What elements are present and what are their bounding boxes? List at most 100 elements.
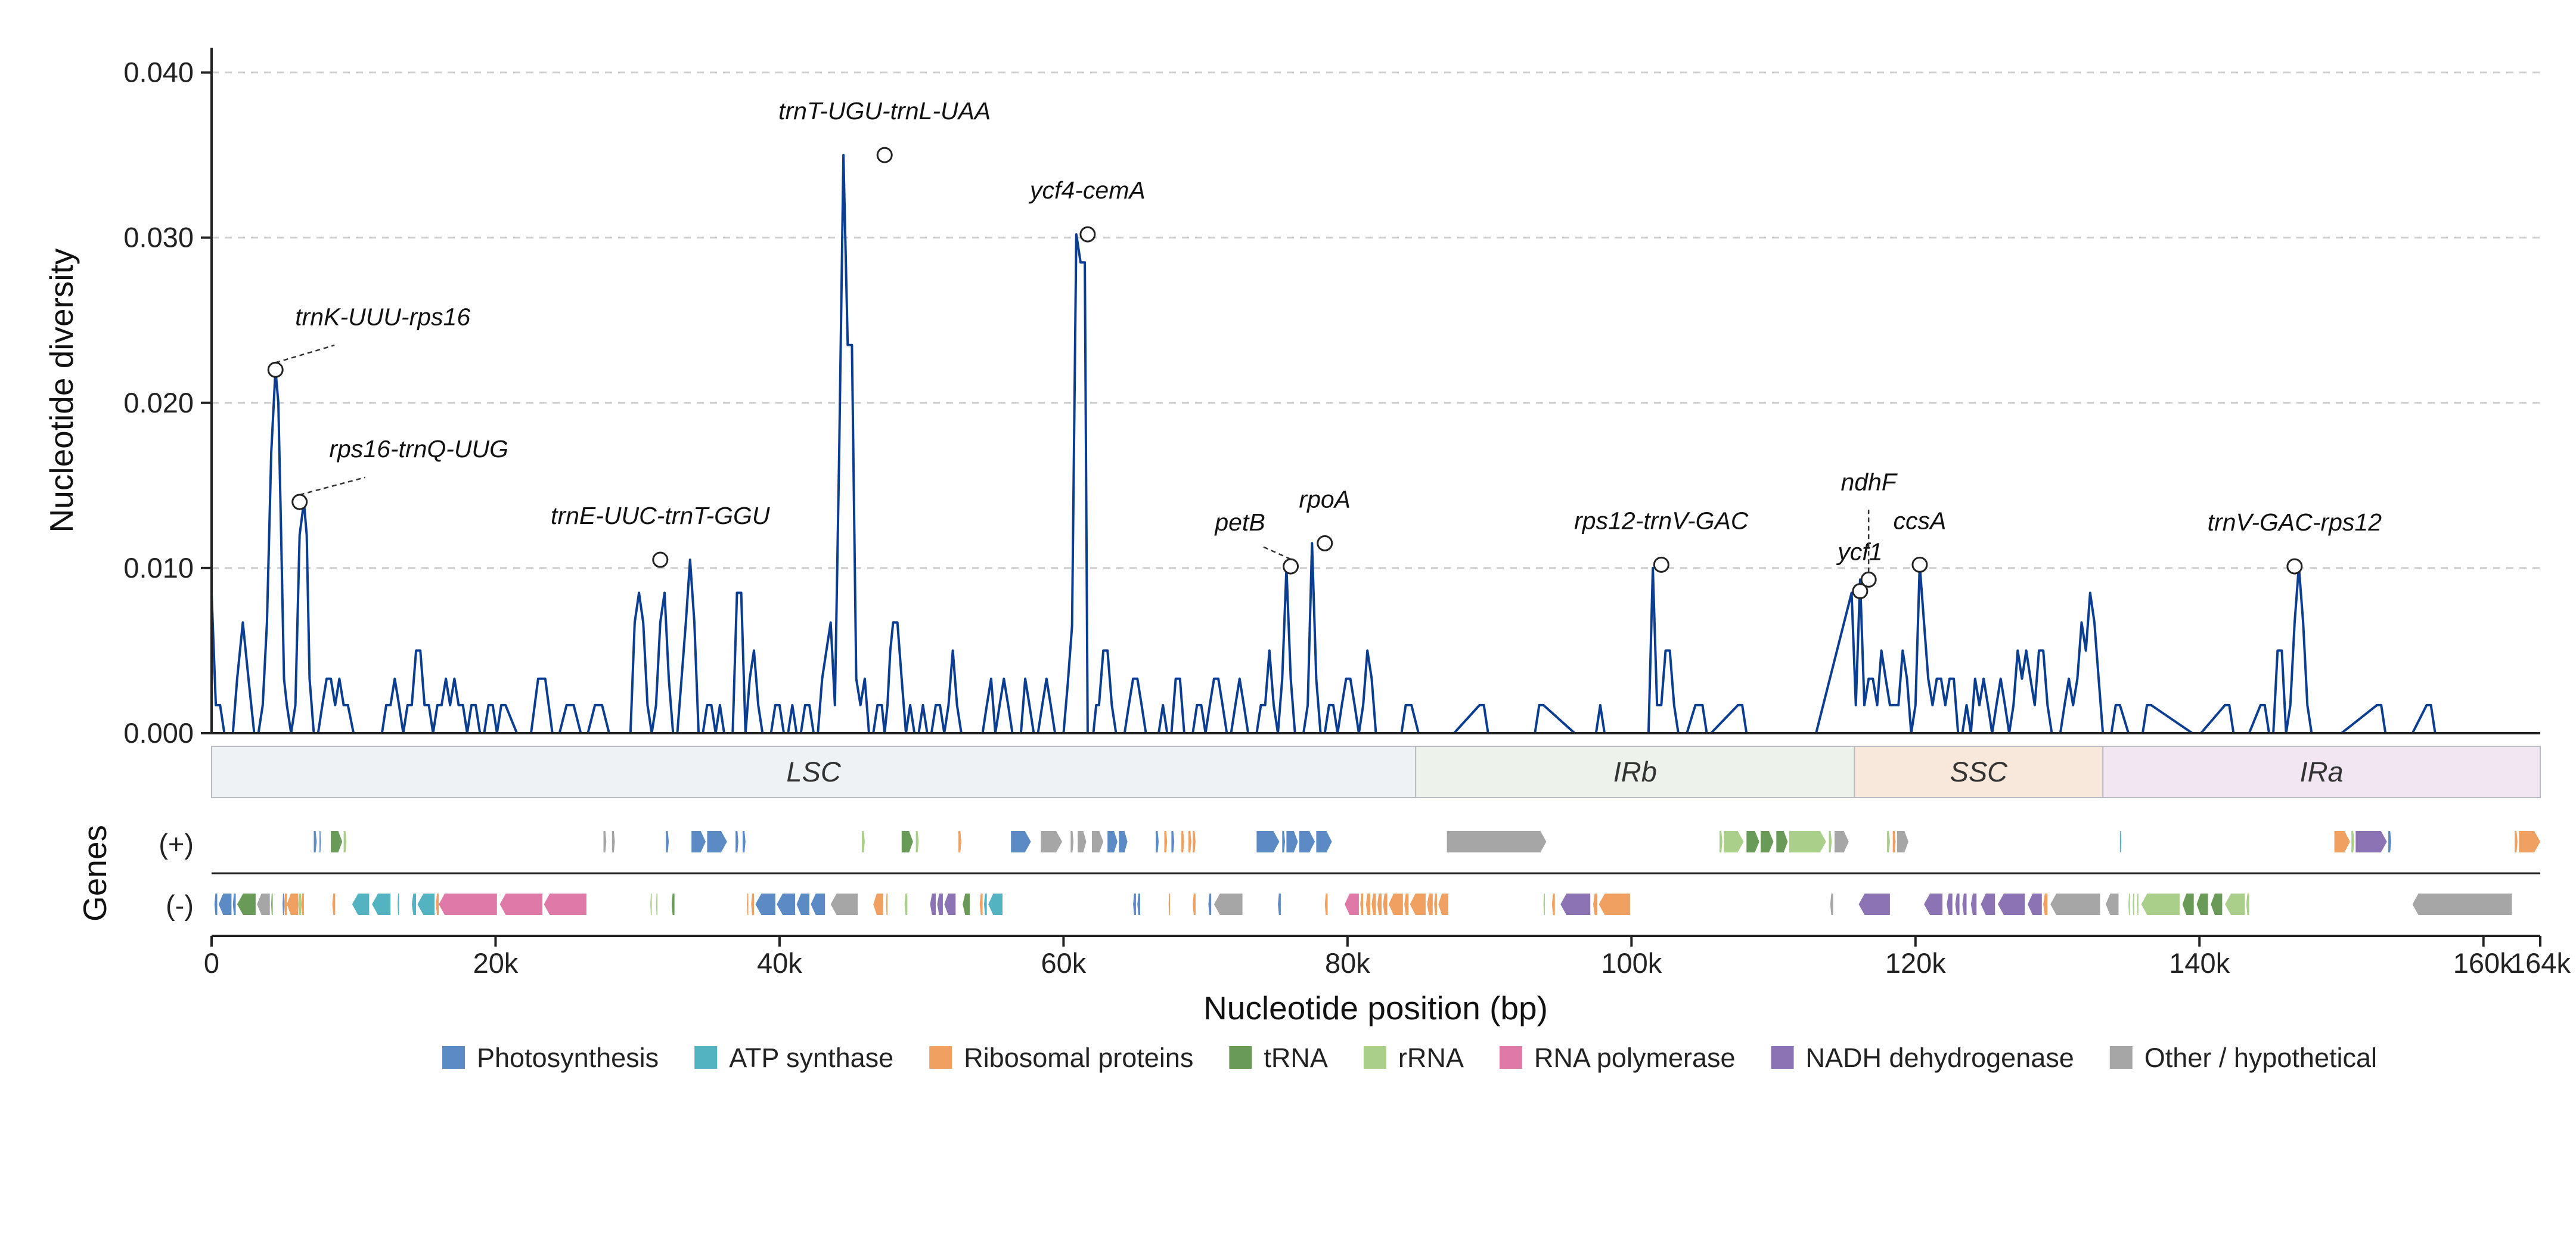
gene-block [2225,894,2245,915]
gene-block [1286,831,1298,852]
gene-block [1720,831,1722,852]
legend-swatch [1771,1046,1794,1069]
gene-block [1830,894,1833,915]
strand-plus-label: (+) [159,828,194,860]
x-tick-label: 40k [757,947,802,979]
region-ssc [1854,746,2104,798]
peak-leader-line [275,344,335,364]
gene-block [417,894,434,915]
gene-block [1181,831,1184,852]
region-label: SSC [1950,756,2008,787]
x-tick-label: 140k [2169,947,2230,979]
gene-block [1324,894,1328,915]
y-tick-label: 0.000 [123,717,194,749]
gene-block [2028,894,2042,915]
gene-block [1256,831,1280,852]
gene-block [1360,894,1364,915]
gene-block [1776,831,1788,852]
gene-block [1434,894,1437,915]
genome-regions: LSC IRb SSC IRa [211,746,2541,798]
legend-swatch [1363,1046,1386,1069]
gene-block [1365,894,1370,915]
gene-block [735,831,738,852]
gene-block [2412,894,2512,915]
gene-block [1078,831,1087,852]
gene-block [1829,831,1832,852]
peak-marker [1079,226,1096,243]
gene-block [777,894,796,915]
gene-block [1377,894,1382,915]
gene-block [2334,831,2350,852]
gene-block [1447,831,1547,852]
gene-block [398,894,399,915]
gene-block [439,894,497,915]
gene-block [901,831,913,852]
gene-block [1955,894,1960,915]
gene-block [1119,831,1128,852]
gene-block [436,894,439,915]
gene-block [411,894,417,915]
gene-block [1981,894,1995,915]
gene-block [1887,831,1890,852]
strand-minus-label: (-) [166,889,194,921]
legend-swatch [694,1046,718,1069]
region-label: LSC [786,756,841,787]
gene-block [1070,831,1074,852]
peak-label: ycf4-cemA [1028,176,1146,204]
gene-block [1789,831,1826,852]
region-label: IRb [1613,756,1657,787]
peak-label: petB [1213,508,1265,536]
gene-block [271,894,273,915]
gene-block [691,831,706,852]
gene-block [1761,831,1774,852]
legend-label: tRNA [1264,1043,1328,1073]
y-tick-label: 0.020 [123,387,194,418]
gene-block [319,831,321,852]
peak-marker [876,147,893,163]
gene-block [1724,831,1744,852]
diversity-line [210,154,2476,734]
x-tick-label: 160k [2453,947,2514,979]
gene-block [1599,894,1630,915]
peak-marker [2286,558,2303,575]
peak-label: rpoA [1299,485,1351,513]
gene-block [811,894,825,915]
gene-block [1316,831,1332,852]
gene-block [2133,894,2134,915]
peak-marker [1653,556,1669,573]
gene-block [862,831,865,852]
gene-block [1593,894,1598,915]
gene-block [218,894,232,915]
gene-block [1438,894,1448,915]
gene-block [352,894,370,915]
gene-block [612,831,615,852]
gene-block [751,894,754,915]
gene-block [1404,894,1409,915]
gene-block [1282,831,1285,852]
gene-block [1133,894,1136,915]
gene-block [1962,894,1967,915]
gene-block [1924,894,1942,915]
gene-block [830,894,858,915]
gene-block [1041,831,1062,852]
gene-block [237,894,256,915]
peak-label: rps12-trnV-GAC [1574,507,1749,534]
gene-block [1970,894,1977,915]
peak-label: trnK-UUU-rps16 [295,303,470,330]
gene-block [603,831,607,852]
legend-label: Ribosomal proteins [964,1043,1193,1073]
peak-leader-line [1262,545,1292,560]
legend: Photosynthesis ATP synthase Ribosomal prot… [442,1043,2377,1073]
gene-block [2137,894,2139,915]
gene-block [314,831,317,852]
gene-block [1193,831,1196,852]
gene-block [2246,894,2249,915]
x-tick-label: 20k [473,947,519,979]
legend-label: ATP synthase [729,1043,893,1073]
gene-block [707,831,727,852]
gene-block [2119,831,2122,852]
gene-block [2128,894,2130,915]
gene-block [2182,894,2194,915]
gene-block [1208,894,1212,915]
gene-block [988,894,1003,915]
